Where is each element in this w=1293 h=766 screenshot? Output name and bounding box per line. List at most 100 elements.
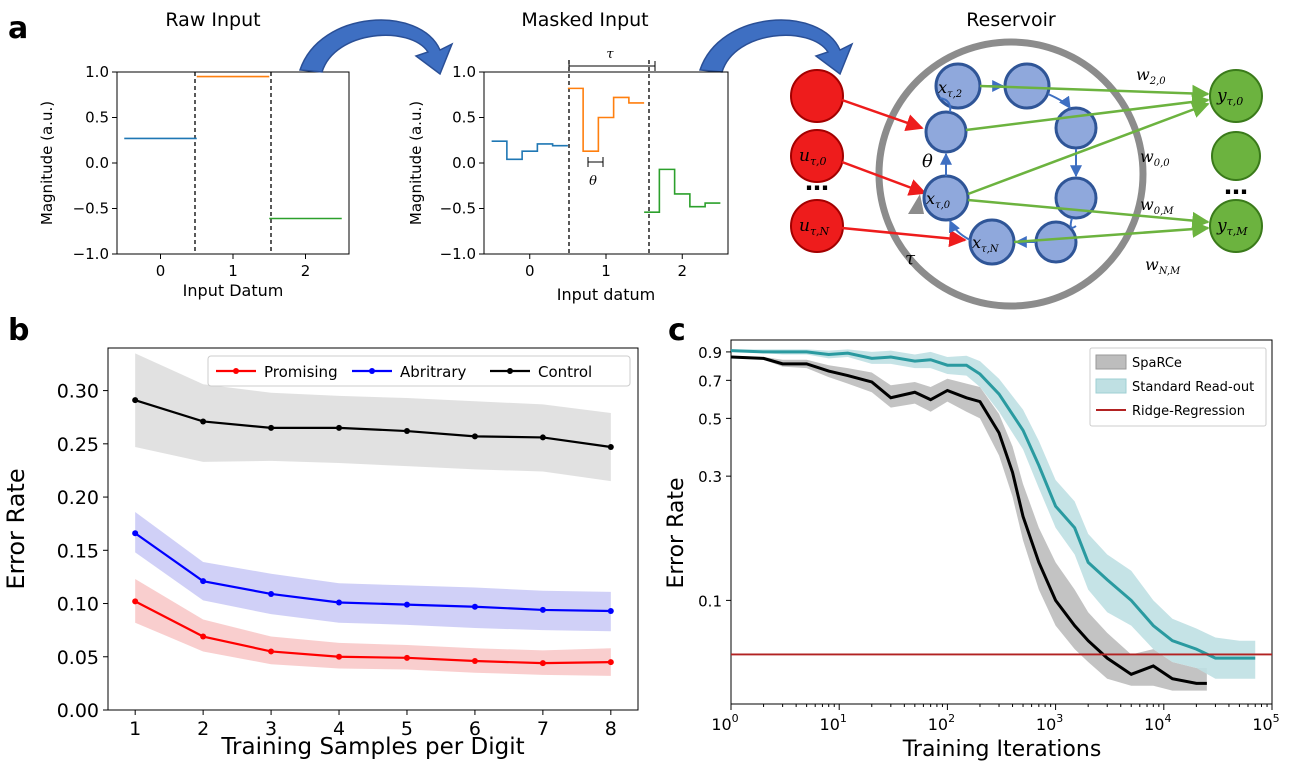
band-standard-read-out [731, 349, 1256, 679]
raw-ytick-label: 0.5 [85, 109, 109, 127]
c-xtick-base: 10 [1144, 715, 1164, 734]
raw-xtick-label: 1 [228, 262, 238, 280]
state-label-2: xτ,2 [938, 78, 962, 100]
input-label-N: uτ,N [799, 216, 830, 238]
curved-arrow-1 [298, 19, 454, 76]
b-ytick-label: 0.00 [57, 700, 99, 722]
panel-c-frame [730, 339, 1273, 705]
masked-input-frame [483, 71, 729, 255]
legend-label-standard-read-out: Standard Read-out [1132, 380, 1254, 395]
c-xtick-base: 10 [1252, 715, 1272, 734]
readout-link-1 [979, 84, 1210, 103]
line-promising [134, 600, 611, 665]
input-neuron-top [790, 69, 844, 123]
panel-b-chart: 0.00 0.05 0.10 0.15 0.20 0.25 0.30 1 2 3 4 5 6 7 8 Er… [2, 347, 639, 760]
weight-label-20: w2,0 [1136, 65, 1166, 87]
panel-c-xlabel: Training Iterations [902, 737, 1102, 762]
b-ytick-label: 0.30 [57, 381, 99, 403]
raw-ytick-label: −0.5 [73, 200, 109, 218]
res-link-8 [939, 97, 952, 113]
raw-ytick-label: 0.0 [85, 154, 109, 172]
c-xtick-exp: 2 [948, 712, 955, 725]
point-promising [403, 654, 410, 661]
masked-xtick-label: 2 [677, 262, 687, 280]
res-link-4 [1069, 217, 1077, 229]
panel-label-c: c [668, 313, 686, 348]
point-abritrary [200, 578, 207, 585]
c-xtick-exp: 5 [1273, 712, 1280, 725]
legend-marker-control [507, 368, 513, 374]
readout-link-5 [1013, 220, 1210, 244]
readout-link-4 [967, 198, 1210, 230]
theta-label-reservoir: θ [922, 151, 933, 172]
raw-ytick-label: 1.0 [85, 63, 109, 81]
c-xtick-base: 10 [711, 715, 731, 734]
point-control [471, 433, 478, 440]
point-promising [471, 658, 478, 665]
masked-xtick-label: 1 [601, 262, 611, 280]
b-xtick-label: 6 [469, 718, 481, 740]
point-promising [539, 660, 546, 667]
b-xtick-label: 4 [333, 718, 345, 740]
raw-input-title: Raw Input [165, 9, 260, 31]
point-control [607, 444, 614, 451]
c-xtick-label: 103 [1036, 712, 1063, 734]
c-xtick-exp: 3 [1056, 712, 1063, 725]
c-xtick-label: 105 [1252, 712, 1279, 734]
state-label-0: xτ,0 [926, 189, 951, 211]
b-xtick-label: 1 [129, 718, 141, 740]
b-ytick-label: 0.20 [57, 487, 99, 509]
raw-input-plot: Raw Input 1.0 0.5 0.0 −0.5 −1.0 0 1 2 Magnitud… [38, 9, 350, 300]
res-node-left [924, 110, 968, 154]
line-abritrary [134, 532, 611, 613]
b-ytick-label: 0.15 [57, 540, 99, 562]
b-xtick-label: 7 [537, 718, 549, 740]
input-neuron-N [790, 199, 844, 253]
theta-bracket [587, 157, 604, 167]
line-standard-read-out [730, 349, 1256, 660]
output-neuron-mid [1211, 131, 1261, 181]
b-ytick-label: 0.25 [57, 434, 99, 456]
input-link-N [841, 226, 967, 248]
c-xtick-base: 10 [1036, 715, 1056, 734]
reservoir-diagram: Reservoir ⋯ uτ,0 uτ,N xτ,2 xτ,0 xτ,N [790, 9, 1263, 310]
tau-label-reservoir: τ [905, 248, 916, 269]
legend-label-sparce: SpaRCe [1132, 356, 1182, 371]
point-control [539, 434, 546, 441]
legend-swatch-standard-read-out [1095, 378, 1127, 394]
point-control [403, 428, 410, 435]
c-ytick-label: 0.5 [698, 410, 722, 428]
output-label-M: yτ,M [1216, 216, 1248, 238]
c-ytick-label: 0.7 [698, 372, 722, 390]
masked-xtick-label: 0 [525, 262, 535, 280]
c-xtick-base: 10 [820, 715, 840, 734]
legend-label-abritrary: Abritrary [400, 363, 467, 381]
masked-ytick-label: 1.0 [452, 63, 476, 81]
legend-label-promising: Promising [264, 363, 338, 381]
point-abritrary [403, 601, 410, 608]
legend-marker-abritrary [369, 368, 375, 374]
curved-arrow-2 [698, 19, 854, 76]
point-promising [336, 653, 343, 660]
point-control [268, 424, 275, 431]
c-xtick-base: 10 [928, 715, 948, 734]
point-abritrary [268, 590, 275, 597]
readout-link-3 [967, 101, 1210, 196]
band-sparce [731, 355, 1207, 691]
point-abritrary [539, 606, 546, 613]
panel-c-ylabel: Error Rate [664, 477, 689, 588]
reservoir-ring [875, 38, 1147, 310]
point-abritrary [471, 603, 478, 610]
tau-bracket [568, 61, 656, 71]
c-xtick-label: 104 [1144, 712, 1171, 734]
band-control [135, 353, 611, 482]
reservoir-title: Reservoir [966, 9, 1056, 31]
masked-series-0 [491, 140, 568, 161]
masked-ytick-label: −0.5 [440, 200, 476, 218]
raw-ytick-label: −1.0 [73, 245, 109, 263]
c-xtick-exp: 4 [1164, 712, 1171, 725]
output-neuron-0 [1209, 69, 1263, 123]
input-neuron-0 [790, 129, 844, 183]
point-promising [268, 648, 275, 655]
